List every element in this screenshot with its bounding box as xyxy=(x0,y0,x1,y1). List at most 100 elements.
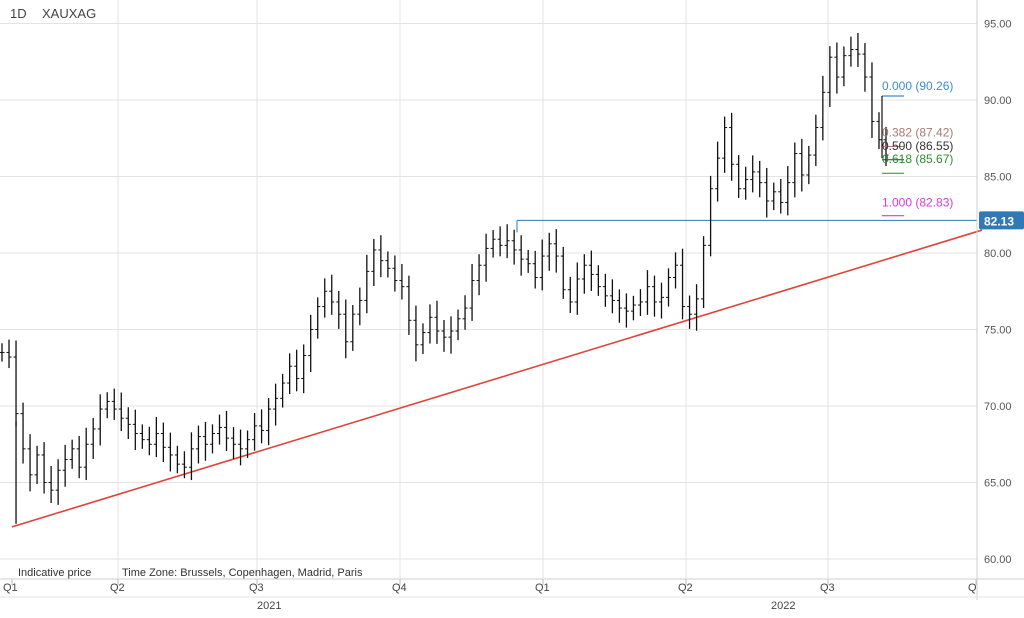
price-bar xyxy=(666,268,672,307)
price-bar xyxy=(588,250,594,291)
price-bar xyxy=(252,413,258,451)
y-tick-label: 80.00 xyxy=(984,248,1012,260)
price-bar xyxy=(848,36,854,67)
price-bar xyxy=(413,305,419,362)
price-bar xyxy=(553,229,559,273)
price-bar xyxy=(476,254,482,296)
price-bar xyxy=(785,166,791,216)
price-bar xyxy=(343,299,349,359)
price-bar xyxy=(34,445,40,485)
fib-level-label: 0.618 (85.67) xyxy=(882,152,953,166)
price-bar xyxy=(399,264,405,300)
price-bar xyxy=(385,251,391,278)
price-bar xyxy=(167,432,173,472)
price-bar xyxy=(876,112,882,149)
price-bar xyxy=(420,323,426,354)
x-quarter-label: Q2 xyxy=(678,582,693,594)
price-bar xyxy=(209,424,215,454)
price-bars xyxy=(0,32,889,524)
price-bar xyxy=(651,275,657,317)
y-tick-label: 70.00 xyxy=(984,401,1012,413)
fib-level-label: 0.000 (90.26) xyxy=(882,79,953,93)
price-bar xyxy=(855,32,861,67)
fib-level-label: 0.382 (87.42) xyxy=(882,125,953,139)
price-bar xyxy=(462,295,468,330)
price-bar xyxy=(48,465,54,504)
price-bar xyxy=(609,279,615,314)
y-tick-label: 85.00 xyxy=(984,172,1012,184)
x-quarter-label: Q3 xyxy=(820,582,835,594)
price-bar xyxy=(238,429,244,466)
price-bar xyxy=(364,254,370,314)
x-quarter-label: Q2 xyxy=(110,582,125,594)
price-bar xyxy=(743,166,749,200)
price-bar xyxy=(532,250,538,289)
price-bar xyxy=(231,427,237,459)
x-quarter-label: Q xyxy=(968,582,977,594)
price-bar xyxy=(69,439,75,469)
price-bar xyxy=(644,270,650,315)
price-bar xyxy=(658,282,664,319)
price-bar xyxy=(715,141,721,202)
price-bar xyxy=(90,417,96,459)
price-bar xyxy=(0,343,5,362)
price-bar xyxy=(799,138,805,192)
price-bar xyxy=(560,246,566,299)
price-bar xyxy=(518,235,524,276)
price-bar xyxy=(637,289,643,317)
price-bar xyxy=(111,388,117,421)
price-bar xyxy=(181,451,187,479)
price-bar xyxy=(55,459,61,505)
price-bar xyxy=(6,339,12,369)
price-bar xyxy=(357,287,363,326)
price-bar xyxy=(308,314,314,373)
price-bar xyxy=(771,182,777,211)
price-bar xyxy=(539,239,545,291)
price-bar xyxy=(273,383,279,426)
price-bar xyxy=(125,407,131,440)
price-bar xyxy=(188,432,194,481)
price-bar xyxy=(174,445,180,474)
price-bar xyxy=(13,340,19,427)
price-bar xyxy=(20,402,26,464)
y-tick-label: 75.00 xyxy=(984,325,1012,337)
y-tick-label: 95.00 xyxy=(984,19,1012,31)
price-bar xyxy=(574,262,580,315)
price-bar xyxy=(371,238,377,287)
price-bar xyxy=(378,235,384,278)
price-bar xyxy=(687,295,693,329)
price-bar xyxy=(202,421,208,461)
price-bar xyxy=(76,435,82,479)
price-bar xyxy=(62,444,68,487)
timezone-note: Time Zone: Brussels, Copenhagen, Madrid,… xyxy=(122,567,363,579)
price-bar xyxy=(869,62,875,138)
price-bar xyxy=(448,316,454,354)
price-bar xyxy=(483,233,489,282)
fib-level: 0.500 (86.55) xyxy=(882,139,953,161)
x-quarter-label: Q4 xyxy=(392,582,407,594)
fib-level: 0.618 (85.67) xyxy=(882,152,953,174)
price-bar xyxy=(736,155,742,198)
price-bar xyxy=(694,284,700,331)
price-bar xyxy=(673,252,679,289)
price-bar xyxy=(525,249,531,273)
indicative-price-note: Indicative price xyxy=(18,567,91,579)
price-bar xyxy=(750,155,756,193)
price-bar xyxy=(455,309,461,341)
price-bar xyxy=(27,434,33,492)
price-bar xyxy=(806,145,812,185)
price-bar xyxy=(266,398,272,446)
price-bar xyxy=(623,293,629,328)
trendline xyxy=(11,229,983,528)
price-bar xyxy=(862,43,868,92)
y-tick-label: 65.00 xyxy=(984,478,1012,490)
price-bar xyxy=(567,276,573,313)
price-bar xyxy=(41,442,47,494)
y-tick-label: 60.00 xyxy=(984,554,1012,566)
price-bar xyxy=(778,178,784,214)
price-bar xyxy=(160,422,166,462)
price-bar xyxy=(701,236,707,309)
